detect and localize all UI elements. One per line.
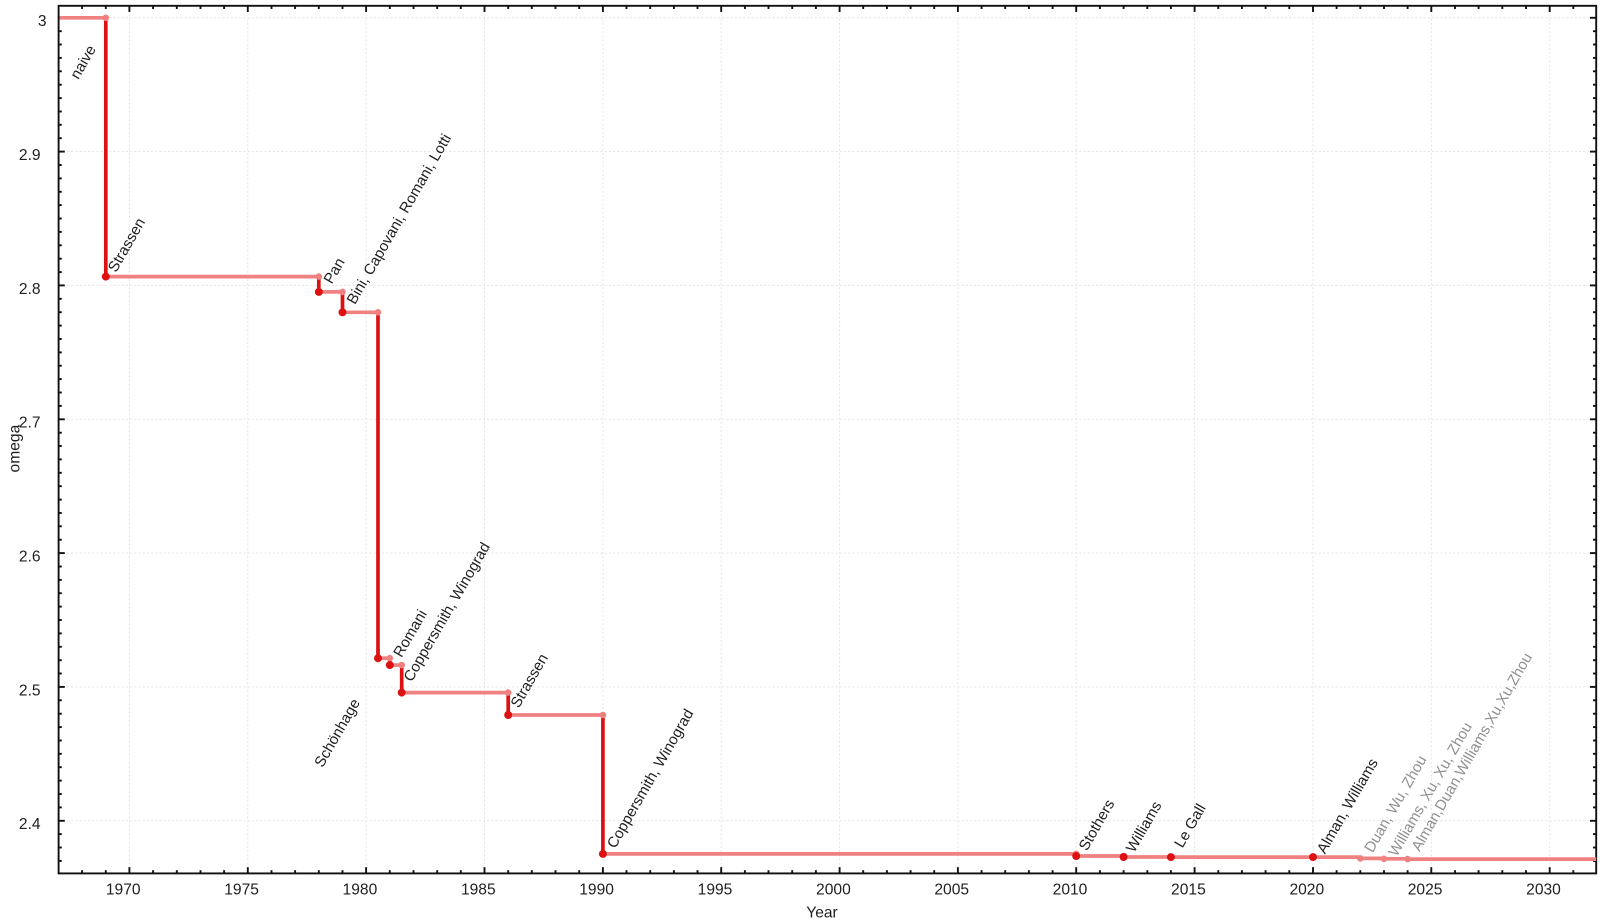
svg-text:2015: 2015 (1171, 881, 1206, 898)
svg-text:2005: 2005 (934, 881, 969, 898)
svg-text:2000: 2000 (816, 881, 851, 898)
svg-text:1980: 1980 (343, 881, 378, 898)
svg-text:2.7: 2.7 (19, 415, 41, 432)
svg-text:2.9: 2.9 (19, 147, 41, 164)
svg-text:1995: 1995 (698, 881, 733, 898)
svg-text:2020: 2020 (1289, 881, 1324, 898)
svg-text:2030: 2030 (1526, 881, 1561, 898)
svg-text:1975: 1975 (224, 881, 259, 898)
svg-text:2.6: 2.6 (19, 548, 41, 565)
svg-text:1970: 1970 (106, 881, 141, 898)
svg-text:omega: omega (7, 424, 24, 472)
svg-text:2.8: 2.8 (19, 281, 41, 298)
svg-text:Year: Year (806, 905, 838, 920)
svg-text:3: 3 (38, 13, 47, 30)
svg-text:2.4: 2.4 (19, 816, 41, 833)
svg-text:2010: 2010 (1053, 881, 1088, 898)
svg-text:1985: 1985 (461, 881, 496, 898)
svg-text:1990: 1990 (579, 881, 614, 898)
svg-text:2025: 2025 (1408, 881, 1443, 898)
svg-text:2.5: 2.5 (19, 682, 41, 699)
